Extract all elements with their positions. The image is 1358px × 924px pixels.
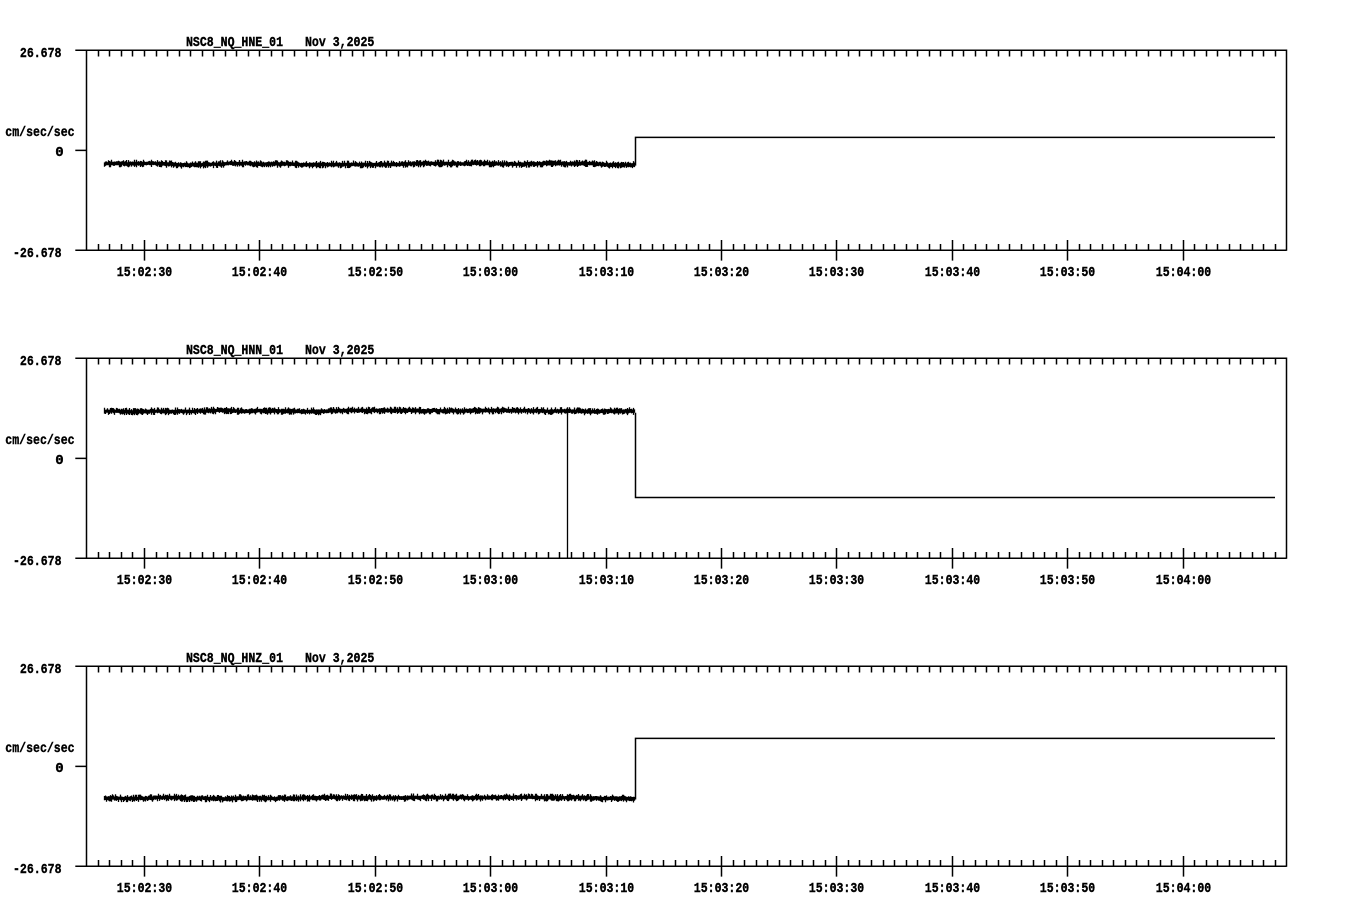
svg-text:15:03:40: 15:03:40 <box>925 265 980 281</box>
svg-text:15:02:50: 15:02:50 <box>348 265 403 281</box>
svg-text:0: 0 <box>55 761 63 777</box>
svg-text:0: 0 <box>55 453 63 469</box>
svg-text:-26.678: -26.678 <box>13 554 62 570</box>
svg-text:15:03:00: 15:03:00 <box>463 573 518 589</box>
svg-text:NSC8_NQ_HNN_01: NSC8_NQ_HNN_01 <box>186 343 283 359</box>
svg-text:15:03:20: 15:03:20 <box>694 573 749 589</box>
svg-text:15:03:30: 15:03:30 <box>809 265 864 281</box>
svg-text:26.678: 26.678 <box>20 46 62 62</box>
svg-text:Nov 3,2025: Nov 3,2025 <box>305 35 374 51</box>
svg-text:15:02:30: 15:02:30 <box>117 265 172 281</box>
svg-text:15:02:40: 15:02:40 <box>232 265 287 281</box>
svg-text:Nov 3,2025: Nov 3,2025 <box>305 343 374 359</box>
svg-text:0: 0 <box>55 145 63 161</box>
svg-text:15:03:50: 15:03:50 <box>1040 265 1095 281</box>
svg-text:15:03:40: 15:03:40 <box>925 573 980 589</box>
svg-text:15:03:00: 15:03:00 <box>463 881 518 897</box>
svg-text:15:02:30: 15:02:30 <box>117 881 172 897</box>
svg-text:15:02:40: 15:02:40 <box>232 881 287 897</box>
svg-text:NSC8_NQ_HNE_01: NSC8_NQ_HNE_01 <box>186 35 283 51</box>
svg-text:cm/sec/sec: cm/sec/sec <box>5 433 74 449</box>
svg-text:15:02:40: 15:02:40 <box>232 573 287 589</box>
svg-text:15:03:10: 15:03:10 <box>579 265 634 281</box>
svg-text:cm/sec/sec: cm/sec/sec <box>5 125 74 141</box>
svg-text:15:02:50: 15:02:50 <box>348 881 403 897</box>
svg-text:15:04:00: 15:04:00 <box>1156 881 1211 897</box>
svg-text:15:02:50: 15:02:50 <box>348 573 403 589</box>
svg-text:15:03:40: 15:03:40 <box>925 881 980 897</box>
svg-text:15:03:10: 15:03:10 <box>579 573 634 589</box>
svg-text:26.678: 26.678 <box>20 662 62 678</box>
svg-text:15:03:00: 15:03:00 <box>463 265 518 281</box>
svg-text:15:03:20: 15:03:20 <box>694 265 749 281</box>
svg-text:26.678: 26.678 <box>20 354 62 370</box>
svg-text:15:03:10: 15:03:10 <box>579 881 634 897</box>
svg-text:15:03:50: 15:03:50 <box>1040 573 1095 589</box>
svg-text:NSC8_NQ_HNZ_01: NSC8_NQ_HNZ_01 <box>186 651 283 667</box>
svg-text:15:03:30: 15:03:30 <box>809 881 864 897</box>
svg-text:15:03:20: 15:03:20 <box>694 881 749 897</box>
svg-text:Nov 3,2025: Nov 3,2025 <box>305 651 374 667</box>
svg-text:cm/sec/sec: cm/sec/sec <box>5 741 74 757</box>
svg-text:15:04:00: 15:04:00 <box>1156 573 1211 589</box>
svg-text:15:02:30: 15:02:30 <box>117 573 172 589</box>
svg-text:15:03:50: 15:03:50 <box>1040 881 1095 897</box>
svg-text:-26.678: -26.678 <box>13 862 62 878</box>
svg-text:15:04:00: 15:04:00 <box>1156 265 1211 281</box>
svg-text:15:03:30: 15:03:30 <box>809 573 864 589</box>
svg-text:-26.678: -26.678 <box>13 246 62 262</box>
